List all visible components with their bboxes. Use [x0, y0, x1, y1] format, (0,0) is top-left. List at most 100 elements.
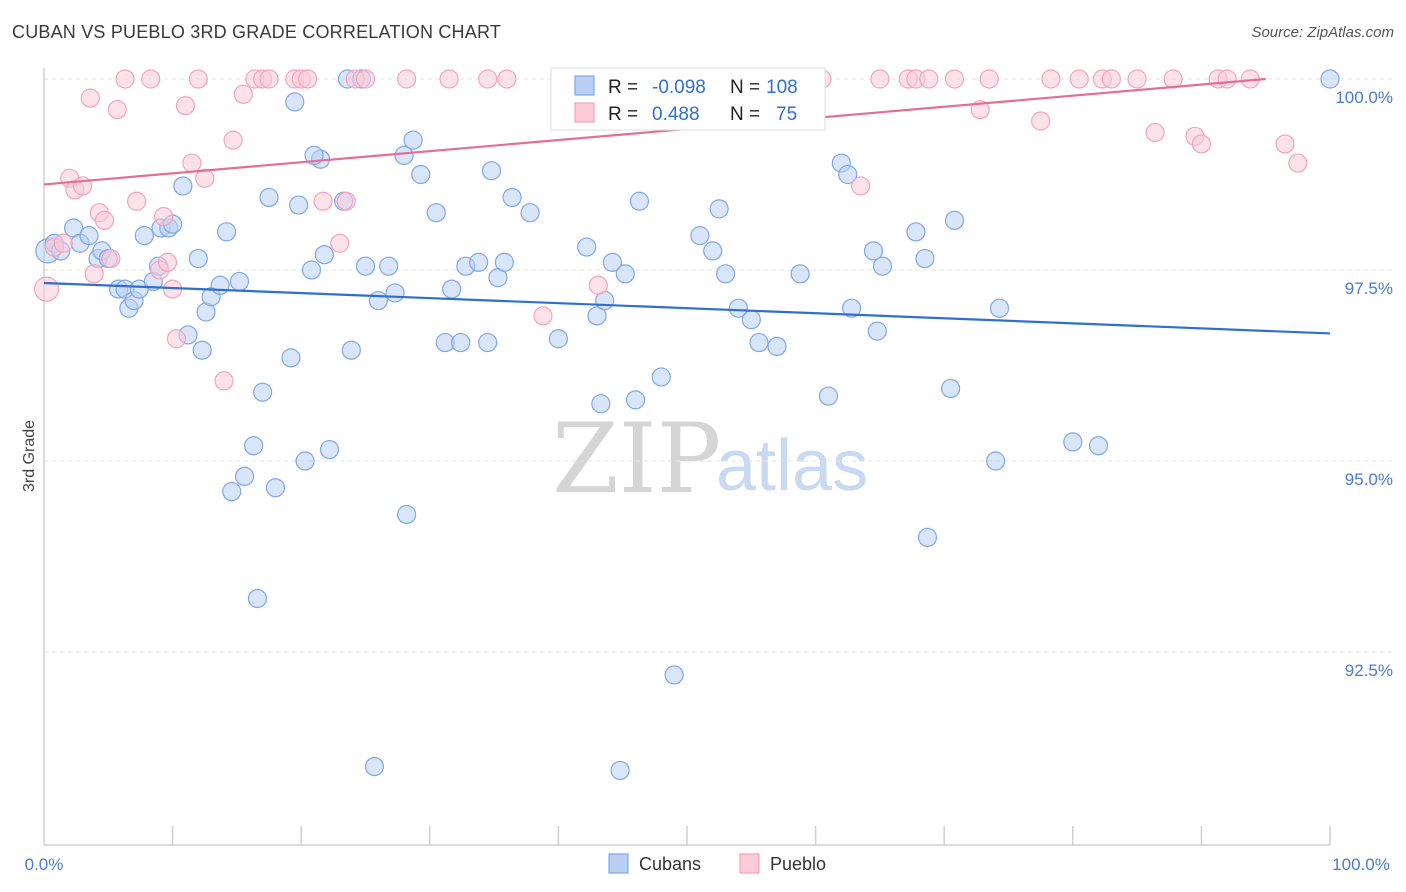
cubans-point-53: [397, 504, 417, 525]
cubans-point-96: [872, 256, 893, 276]
pueblo-point-61: [1041, 69, 1061, 89]
legend-n-value-cubans: 108: [766, 77, 798, 98]
cubans-point-27: [217, 222, 237, 242]
cubans-point-49: [364, 756, 385, 777]
cubans-point-89: [790, 264, 810, 284]
cubans-point-39: [295, 451, 315, 471]
y-axis-label: 3rd Grade: [21, 420, 38, 492]
watermark-zip: ZIP: [552, 403, 721, 515]
cubans-point-34: [259, 187, 279, 208]
cubans-point-79: [651, 367, 671, 387]
pueblo-point-0: [33, 276, 60, 302]
pueblo-point-22: [188, 69, 208, 89]
cubans-point-60: [451, 332, 471, 353]
y-tick-labels: 92.5% 95.0% 97.5% 100.0%: [1335, 88, 1393, 680]
bottom-legend-label-cubans: Cubans: [639, 854, 701, 874]
pueblo-point-14: [141, 69, 161, 89]
cubans-point-68: [520, 203, 540, 223]
pueblo-point-56: [919, 69, 939, 89]
y-tick-label-3: 100.0%: [1335, 88, 1393, 107]
legend-r-value-pueblo: 0.488: [652, 104, 700, 125]
pueblo-point-40: [478, 69, 498, 89]
pueblo-point-34: [330, 233, 350, 253]
cubans-point-59: [442, 279, 462, 299]
pueblo-point-59: [979, 69, 999, 89]
cubans-point-71: [587, 306, 607, 326]
pueblo-point-67: [1163, 69, 1183, 89]
pueblo-point-38: [397, 69, 417, 89]
cubans-point-97: [906, 222, 926, 242]
cubans-point-105: [1088, 436, 1109, 456]
legend-n-label-cubans: N =: [730, 77, 760, 98]
cubans-point-76: [615, 264, 635, 284]
cubans-point-40: [301, 260, 322, 280]
cubans-point-80: [664, 665, 684, 685]
cubans-point-100: [941, 378, 961, 399]
series-cubans-points: [35, 69, 1340, 781]
cubans-point-35: [265, 478, 286, 498]
cubans-point-50: [368, 290, 388, 311]
cubans-point-43: [319, 439, 340, 460]
cubans-point-26: [210, 275, 230, 295]
cubans-point-90: [818, 386, 839, 406]
x-tick-label-max: 100.0%: [1332, 855, 1390, 874]
cubans-point-51: [379, 256, 399, 276]
pueblo-point-71: [1217, 69, 1237, 89]
cubans-point-62: [469, 252, 489, 272]
cubans-point-77: [625, 390, 646, 410]
pueblo-point-62: [1069, 69, 1089, 89]
legend-n-label-pueblo: N =: [730, 104, 760, 125]
pueblo-point-24: [214, 371, 234, 391]
cubans-point-78: [629, 191, 650, 211]
pueblo-point-41: [497, 69, 517, 89]
chart-title: CUBAN VS PUEBLO 3RD GRADE CORRELATION CH…: [12, 22, 502, 42]
cubans-point-70: [577, 237, 597, 257]
legend-r-label-cubans: R =: [608, 77, 638, 98]
cubans-point-29: [229, 271, 250, 292]
cubans-point-104: [1063, 432, 1083, 452]
cubans-point-56: [411, 164, 431, 185]
cubans-point-23: [192, 340, 212, 360]
pueblo-point-39: [439, 69, 459, 89]
pueblo-point-52: [851, 176, 871, 196]
pueblo-point-23: [195, 168, 215, 188]
cubans-point-103: [989, 298, 1010, 318]
legend-r-label-pueblo: R =: [608, 104, 638, 125]
cubans-point-72: [591, 394, 611, 414]
pueblo-point-35: [336, 191, 356, 211]
cubans-point-31: [244, 436, 264, 456]
pueblo-point-60: [1031, 111, 1051, 131]
x-tick-label-min: 0.0%: [25, 855, 64, 874]
cubans-point-36: [281, 348, 301, 368]
cubans-point-84: [715, 264, 736, 284]
cubans-point-30: [235, 466, 255, 486]
cubans-point-102: [986, 451, 1006, 471]
bottom-legend-swatch-cubans: [608, 853, 629, 874]
cubans-point-46: [341, 340, 361, 360]
cubans-point-83: [709, 199, 729, 219]
legend-r-value-cubans: -0.098: [652, 77, 706, 98]
cubans-point-33: [253, 382, 273, 402]
pueblo-point-29: [259, 69, 279, 89]
cubans-point-99: [917, 527, 938, 548]
pueblo-point-33: [313, 191, 333, 211]
pueblo-point-74: [1288, 153, 1308, 173]
pueblo-point-65: [1127, 69, 1147, 89]
pueblo-point-17: [157, 252, 178, 272]
cubans-point-66: [494, 252, 514, 272]
pueblo-point-7: [84, 264, 104, 284]
pueblo-point-6: [80, 88, 100, 108]
trend-lines: [43, 77, 1331, 335]
pueblo-point-64: [1101, 69, 1121, 89]
pueblo-trend-line: [43, 77, 1266, 186]
series-legend: Cubans Pueblo: [608, 853, 826, 874]
pueblo-point-42: [533, 306, 553, 326]
cubans-point-92: [838, 164, 858, 185]
cubans-point-55: [403, 130, 423, 150]
grid-lines: [44, 78, 1395, 653]
pueblo-point-16: [153, 206, 174, 227]
legend-n-value-pueblo: 75: [776, 104, 797, 125]
pueblo-point-53: [870, 69, 890, 89]
cubans-point-106: [1320, 69, 1340, 89]
cubans-point-37: [285, 92, 305, 112]
